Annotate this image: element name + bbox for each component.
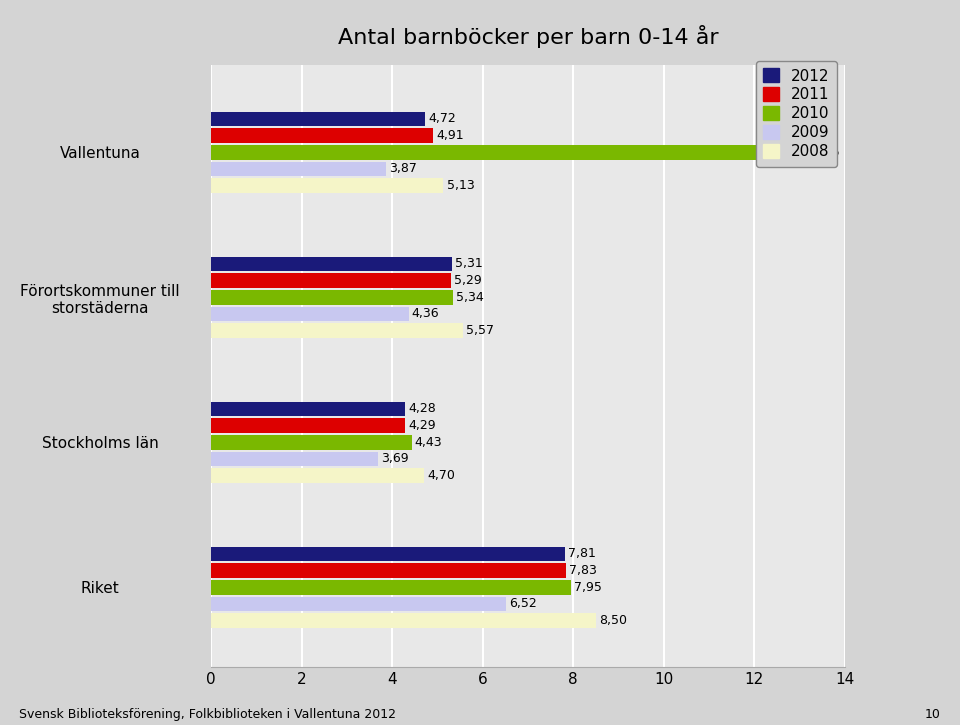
Text: 5,34: 5,34 xyxy=(456,291,484,304)
Bar xyxy=(211,290,453,304)
Bar xyxy=(211,257,451,271)
Text: 4,70: 4,70 xyxy=(427,469,455,482)
Bar xyxy=(211,402,405,416)
Bar xyxy=(211,435,412,450)
Bar xyxy=(211,112,425,126)
Text: 10: 10 xyxy=(924,708,941,721)
Text: 6,52: 6,52 xyxy=(510,597,538,610)
Text: 4,29: 4,29 xyxy=(409,419,436,432)
Text: 4,43: 4,43 xyxy=(415,436,443,449)
Bar xyxy=(211,323,464,338)
Bar xyxy=(211,128,433,143)
Bar xyxy=(211,580,571,594)
Text: 4,72: 4,72 xyxy=(428,112,456,125)
Text: 3,87: 3,87 xyxy=(390,162,418,175)
Text: 13,05: 13,05 xyxy=(805,146,841,159)
Text: 7,83: 7,83 xyxy=(568,564,596,577)
Text: Svensk Biblioteksförening, Folkbiblioteken i Vallentuna 2012: Svensk Biblioteksförening, Folkbibliotek… xyxy=(19,708,396,721)
Bar xyxy=(211,145,802,160)
Bar xyxy=(211,563,565,578)
Bar xyxy=(211,597,506,611)
Title: Antal barnböcker per barn 0-14 år: Antal barnböcker per barn 0-14 år xyxy=(338,25,718,49)
Text: 3,69: 3,69 xyxy=(381,452,409,465)
Legend: 2012, 2011, 2010, 2009, 2008: 2012, 2011, 2010, 2009, 2008 xyxy=(756,61,837,167)
Text: 5,57: 5,57 xyxy=(467,324,494,337)
Bar xyxy=(211,273,450,288)
Bar xyxy=(211,547,564,561)
Bar xyxy=(211,307,409,321)
Text: 8,50: 8,50 xyxy=(599,614,627,627)
Bar xyxy=(211,162,386,176)
Text: 4,91: 4,91 xyxy=(437,129,465,142)
Text: 7,81: 7,81 xyxy=(567,547,596,560)
Text: 4,28: 4,28 xyxy=(408,402,436,415)
Bar xyxy=(211,178,444,193)
Text: 5,31: 5,31 xyxy=(455,257,483,270)
Bar xyxy=(211,613,596,628)
Bar xyxy=(211,418,405,433)
Bar xyxy=(211,452,378,466)
Text: 5,13: 5,13 xyxy=(446,179,474,192)
Bar xyxy=(211,468,424,483)
Text: 5,29: 5,29 xyxy=(454,274,482,287)
Text: 7,95: 7,95 xyxy=(574,581,602,594)
Text: 4,36: 4,36 xyxy=(412,307,440,320)
